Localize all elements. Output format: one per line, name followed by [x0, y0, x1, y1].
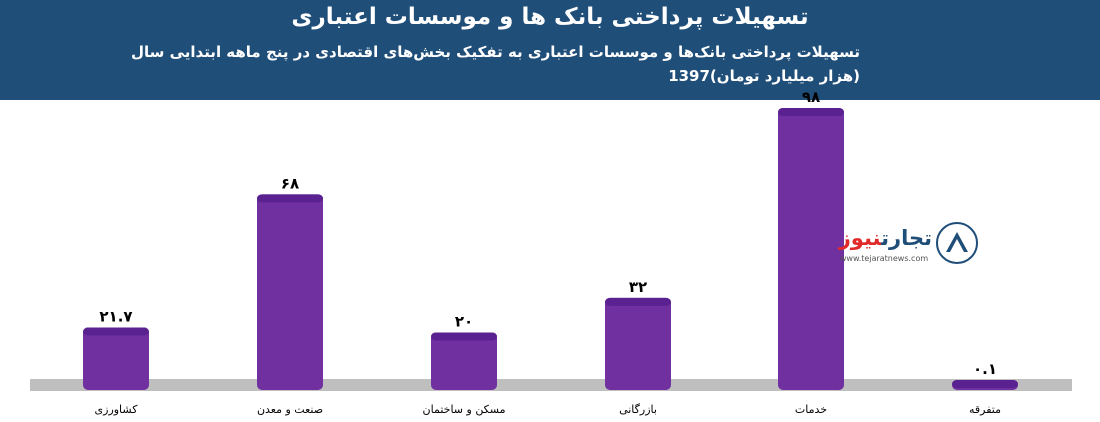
tejaratnews-logo: تجارتنیوز www.tejaratnews.com — [832, 222, 978, 270]
logo-name-part1: تجارت — [881, 226, 932, 250]
chart-baseline-band — [30, 379, 1072, 391]
bar-value-label: ۰.۱ — [973, 360, 997, 378]
category-label: کشاورزی — [95, 403, 139, 416]
logo-globe-icon — [936, 222, 978, 264]
subtitle-line-2: 1397(هزار میلیارد تومان) — [668, 67, 860, 85]
bar — [83, 327, 149, 390]
bar-value-label: ۶۸ — [281, 174, 299, 192]
category-labels-group: کشاورزی صنعت و معدن مسکن و ساختمان بازرگانی… — [95, 403, 1002, 416]
value-labels-group: ۲۱.۷ ۶۸ ۲۰ ۳۲ ۹۸ ۰.۱ — [99, 88, 997, 378]
logo-url: www.tejaratnews.com — [839, 254, 929, 263]
chart-title: تسهیلات پرداختی بانک ها و موسسات اعتباری — [291, 4, 809, 30]
subtitle-line-1: تسهیلات پرداختی بانک‌ها و موسسات اعتباری… — [130, 43, 860, 61]
category-label: صنعت و معدن — [257, 403, 323, 416]
chart-header: تسهیلات پرداختی بانک ها و موسسات اعتباری… — [0, 0, 1100, 100]
bars-group — [83, 108, 1018, 390]
bar-top-cap — [431, 332, 497, 341]
logo-wordmark: تجارتنیوز — [832, 226, 932, 250]
bar — [605, 297, 671, 390]
category-label: مسکن و ساختمان — [423, 403, 506, 416]
bar-top-cap — [605, 297, 671, 306]
logo-name-part2: نیوز — [838, 226, 882, 250]
bar — [778, 108, 844, 390]
bar — [257, 194, 323, 390]
bar-value-label: ۲۰ — [455, 312, 473, 330]
category-label: خدمات — [795, 403, 827, 416]
bar-top-cap — [83, 327, 149, 336]
bar-value-label: ۳۲ — [629, 278, 647, 296]
bar-top-cap — [778, 108, 844, 116]
bar-top-cap — [952, 380, 1018, 388]
bar-top-cap — [257, 194, 323, 203]
category-label: متفرقه — [969, 403, 1001, 416]
chart-subtitle: تسهیلات پرداختی بانک‌ها و موسسات اعتباری… — [60, 40, 860, 88]
bar-value-label: ۹۸ — [802, 88, 820, 106]
bar-value-label: ۲۱.۷ — [99, 308, 132, 326]
bar — [431, 332, 497, 390]
category-label: بازرگانی — [619, 403, 657, 416]
